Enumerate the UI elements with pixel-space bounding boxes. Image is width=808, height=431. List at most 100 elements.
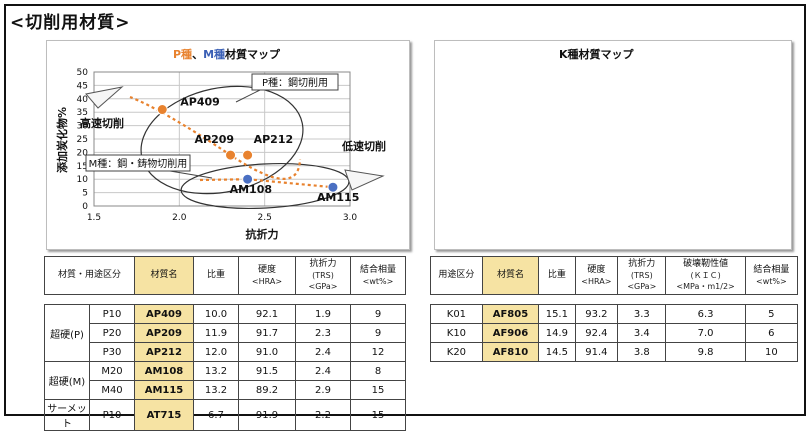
cell-hardness: 91.4 bbox=[574, 342, 619, 362]
th-hardness-unit: <HRA> bbox=[581, 276, 612, 286]
left-chart-panel: P種、M種材質マップ bbox=[46, 40, 410, 250]
th-trs-sub: (TRS) bbox=[312, 271, 334, 280]
y-tick-label: 35 bbox=[77, 108, 88, 118]
title-sep: 、 bbox=[192, 48, 204, 61]
cell-code: P30 bbox=[89, 342, 135, 362]
cell-kic: 7.0 bbox=[665, 323, 746, 343]
right-chart-title: K種材質マップ bbox=[559, 48, 634, 61]
m-callout-pointer bbox=[169, 170, 213, 179]
th-trs: 抗折力 (TRS) <GPa> bbox=[295, 256, 351, 295]
th-name: 材質名 bbox=[481, 256, 540, 295]
point-label: AM115 bbox=[317, 191, 359, 204]
cell-trs: 2.2 bbox=[295, 399, 351, 431]
left-chart-title: P種、M種材質マップ bbox=[173, 46, 280, 62]
y-tick-label: 0 bbox=[82, 202, 88, 212]
x-tick-label: 2.0 bbox=[172, 213, 187, 223]
th-kic-label: 破壊靭性値 bbox=[683, 259, 729, 269]
cell-binder: 6 bbox=[744, 323, 799, 343]
cell-sg: 15.1 bbox=[538, 304, 576, 324]
cell-binder: 15 bbox=[350, 380, 406, 400]
table-row: サーメット P10 AT715 6.7 91.9 2.2 15 bbox=[44, 399, 406, 431]
page: <切削用材質> P種、M種材質マップ 0 5 10 15 20 25 30 35 40 45 50 1… bbox=[4, 4, 806, 431]
cell-sg: 6.7 bbox=[193, 399, 239, 431]
cell-sg: 12.0 bbox=[193, 342, 239, 362]
cell-name: AF805 bbox=[481, 304, 540, 324]
cell-kic: 9.8 bbox=[665, 342, 746, 362]
cell-hardness: 91.9 bbox=[238, 399, 296, 431]
th-sg: 比重 bbox=[538, 256, 576, 295]
cell-trs: 2.3 bbox=[295, 323, 351, 343]
cell-hardness: 93.2 bbox=[574, 304, 619, 324]
cell-trs: 3.4 bbox=[617, 323, 667, 343]
table-row: M40 AM115 13.2 89.2 2.9 15 bbox=[45, 380, 406, 400]
table-row: K01 AF805 15.1 93.2 3.3 6.3 5 bbox=[430, 304, 799, 324]
th-binder-label: 結合相量 bbox=[359, 264, 396, 275]
th-hardness-unit: <HRA> bbox=[251, 276, 283, 286]
cell-code: P10 bbox=[89, 304, 135, 324]
table-row: K20 AF810 14.5 91.4 3.8 9.8 10 bbox=[430, 342, 799, 362]
y-tick-label: 10 bbox=[77, 175, 89, 185]
cell-hardness: 91.5 bbox=[238, 361, 296, 381]
cell-trs: 2.4 bbox=[295, 361, 351, 381]
th-trs-unit: <GPa> bbox=[627, 282, 657, 291]
cell-code: K10 bbox=[430, 323, 483, 343]
x-axis-label: 抗折力 bbox=[246, 227, 279, 241]
cell-sg: 14.9 bbox=[538, 323, 576, 343]
th-kic-sub: (ＫＩＣ) bbox=[690, 271, 721, 280]
cell-sg: 13.2 bbox=[193, 361, 239, 381]
spacer bbox=[430, 294, 798, 305]
cell-code: K20 bbox=[430, 342, 483, 362]
th-kic-unit: <MPa・m1/2> bbox=[676, 282, 735, 291]
th-sg: 比重 bbox=[193, 256, 239, 295]
point-label: AP209 bbox=[195, 133, 235, 146]
cell-binder: 8 bbox=[350, 361, 406, 381]
y-tick-label: 30 bbox=[77, 122, 89, 132]
title-m-part: M種 bbox=[203, 48, 226, 61]
th-hardness: 硬度 <HRA> bbox=[574, 256, 619, 295]
th-hardness-label: 硬度 bbox=[587, 264, 606, 275]
left-arrow-icon bbox=[85, 86, 124, 109]
point-am108 bbox=[242, 173, 254, 185]
cell-group: 超硬(P) bbox=[44, 304, 90, 362]
th-binder: 結合相量 <wt%> bbox=[744, 256, 799, 295]
cell-trs: 1.9 bbox=[295, 304, 351, 324]
cell-trs: 2.9 bbox=[295, 380, 351, 400]
cell-binder: 10 bbox=[744, 342, 799, 362]
point-ap209 bbox=[225, 149, 237, 161]
point-am115 bbox=[327, 181, 339, 193]
cell-sg: 14.5 bbox=[538, 342, 576, 362]
point-label: AP409 bbox=[180, 96, 220, 109]
right-chart-panel: K種材質マップ bbox=[434, 40, 792, 250]
y-tick-label: 45 bbox=[77, 81, 88, 91]
cell-code: K01 bbox=[430, 304, 483, 324]
cell-trs: 2.4 bbox=[295, 342, 351, 362]
th-trs: 抗折力 (TRS) <GPa> bbox=[617, 256, 667, 295]
spacer bbox=[44, 294, 406, 305]
point-ap409 bbox=[156, 104, 168, 116]
cell-code: P10 bbox=[89, 399, 135, 431]
th-binder-unit: <wt%> bbox=[362, 276, 394, 286]
cell-hardness: 91.0 bbox=[238, 342, 296, 362]
cell-hardness: 91.7 bbox=[238, 323, 296, 343]
cell-group: サーメット bbox=[44, 399, 90, 431]
title-rest: 材質マップ bbox=[225, 48, 281, 61]
y-tick-label: 40 bbox=[77, 95, 89, 105]
p-callout-box bbox=[251, 73, 339, 91]
cell-name: AP409 bbox=[134, 304, 194, 324]
table-row: K10 AF906 14.9 92.4 3.4 7.0 6 bbox=[430, 323, 799, 343]
point-label: AP212 bbox=[254, 133, 294, 146]
table-row: P20 AP209 11.9 91.7 2.3 9 bbox=[45, 323, 406, 343]
p-callout-label: P種：鋼切削用 bbox=[262, 76, 328, 89]
table-row: 超硬(M) M20 AM108 13.2 91.5 2.4 8 bbox=[44, 361, 406, 400]
th-kic: 破壊靭性値 (ＫＩＣ) <MPa・m1/2> bbox=[665, 256, 746, 295]
page-heading: <切削用材質> bbox=[10, 13, 131, 33]
th-trs-label: 抗折力 bbox=[309, 259, 337, 269]
y-tick-label: 15 bbox=[77, 162, 88, 172]
th-hardness: 硬度 <HRA> bbox=[238, 256, 296, 295]
cell-sg: 10.0 bbox=[193, 304, 239, 324]
cell-group: 超硬(M) bbox=[44, 361, 90, 400]
y-tick-label: 50 bbox=[77, 68, 89, 78]
cell-kic: 6.3 bbox=[665, 304, 746, 324]
th-binder-unit: <wt%> bbox=[756, 276, 787, 286]
cell-binder: 9 bbox=[350, 304, 406, 324]
